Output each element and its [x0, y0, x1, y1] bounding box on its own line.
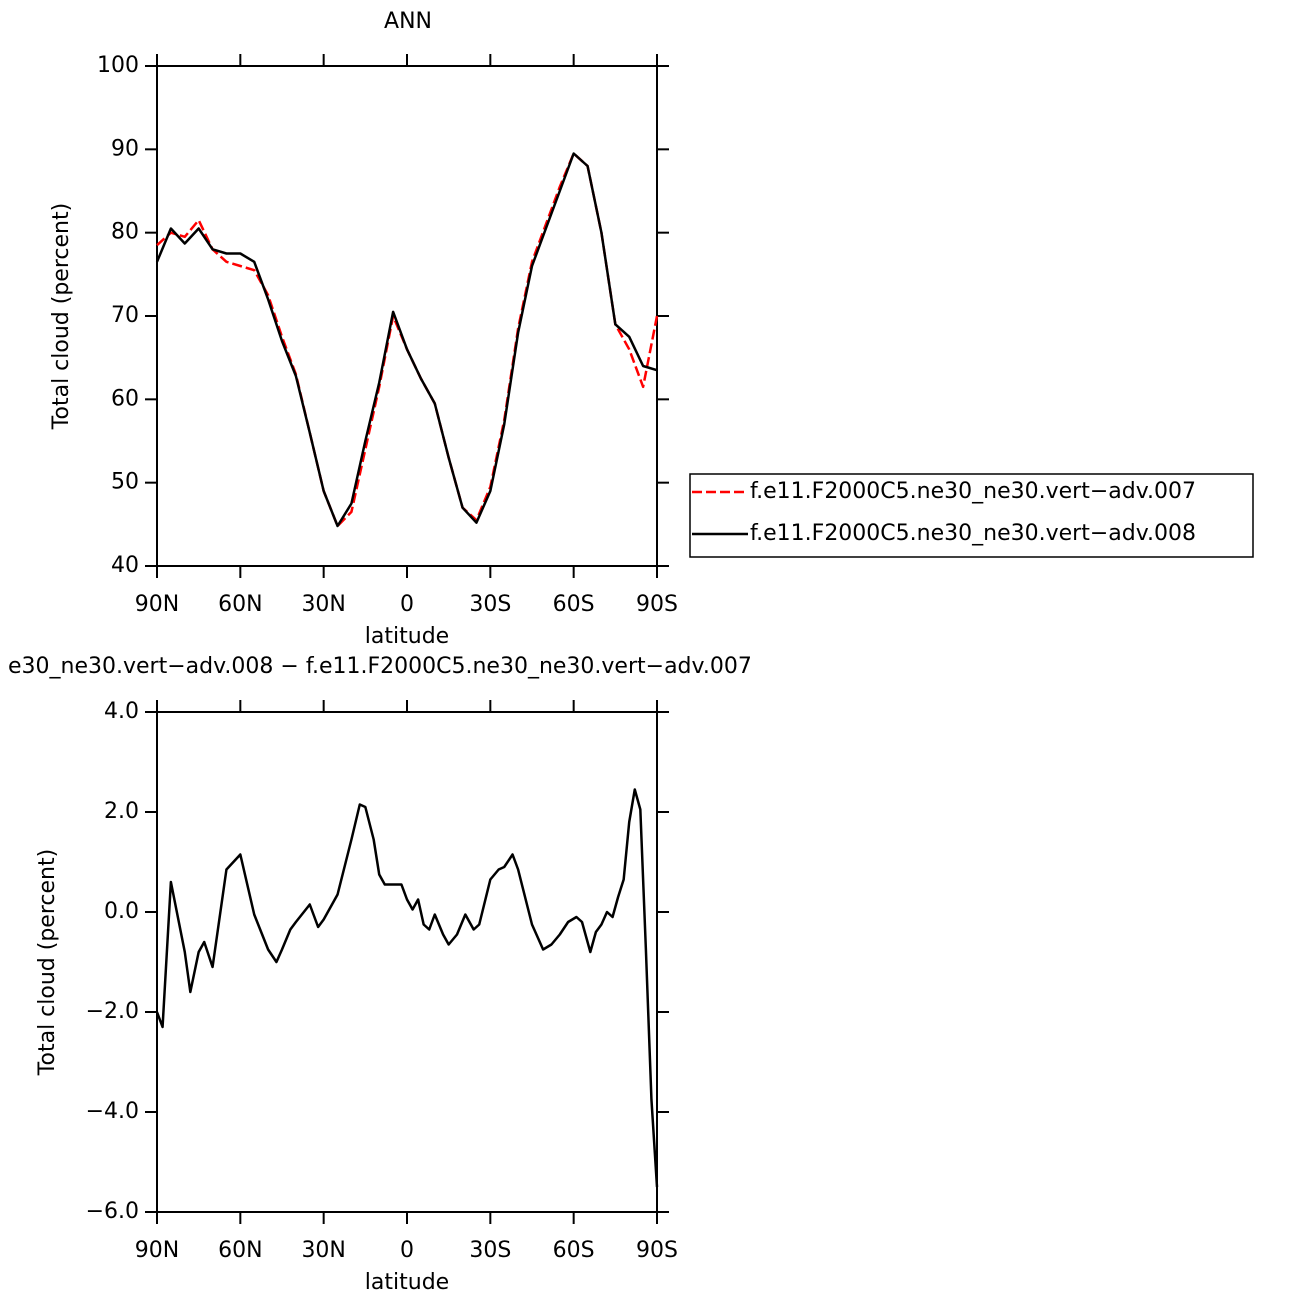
- x-tick-label: 90S: [636, 592, 678, 617]
- x-tick-label: 60N: [218, 592, 262, 617]
- legend-box: [689, 473, 1254, 558]
- y-axis-label: Total cloud (percent): [49, 203, 74, 430]
- y-tick-label: 2.0: [104, 799, 139, 824]
- x-tick-label: 30S: [469, 1238, 511, 1263]
- legend-label: f.e11.F2000C5.ne30_ne30.vert−adv.007: [750, 479, 1196, 504]
- x-tick-label: 30N: [301, 1238, 345, 1263]
- y-axis-label: Total cloud (percent): [35, 849, 60, 1076]
- x-tick-label: 30N: [301, 592, 345, 617]
- x-tick-label: 0: [400, 592, 414, 617]
- x-axis-label: latitude: [365, 624, 449, 649]
- x-tick-label: 60N: [218, 1238, 262, 1263]
- series-line: [156, 152, 659, 528]
- x-tick-label: 60S: [553, 1238, 595, 1263]
- chart-title: ANN: [384, 9, 432, 34]
- y-tick-label: −6.0: [86, 1199, 139, 1224]
- y-tick-label: 0.0: [104, 899, 139, 924]
- y-tick-label: 60: [111, 386, 139, 411]
- y-tick-label: 4.0: [104, 699, 139, 724]
- y-tick-label: −2.0: [86, 999, 139, 1024]
- y-tick-label: 40: [111, 553, 139, 578]
- plot-frame: [156, 711, 658, 1213]
- y-tick-label: 80: [111, 220, 139, 245]
- series-line: [155, 152, 658, 528]
- legend-label: f.e11.F2000C5.ne30_ne30.vert−adv.008: [750, 521, 1196, 546]
- chart-title: e30_ne30.vert−adv.008 − f.e11.F2000C5.ne…: [8, 654, 752, 679]
- y-tick-label: 50: [111, 470, 139, 495]
- y-tick-label: 90: [111, 136, 139, 161]
- y-tick-label: −4.0: [86, 1099, 139, 1124]
- y-tick-label: 100: [97, 53, 139, 78]
- x-axis-label: latitude: [365, 1270, 449, 1295]
- y-tick-label: 70: [111, 303, 139, 328]
- x-tick-label: 0: [400, 1238, 414, 1263]
- x-tick-label: 90N: [135, 1238, 179, 1263]
- x-tick-label: 30S: [469, 592, 511, 617]
- x-tick-label: 90N: [135, 592, 179, 617]
- series-line: [155, 788, 659, 1188]
- plot-frame: [156, 65, 658, 567]
- x-tick-label: 60S: [553, 592, 595, 617]
- x-tick-label: 90S: [636, 1238, 678, 1263]
